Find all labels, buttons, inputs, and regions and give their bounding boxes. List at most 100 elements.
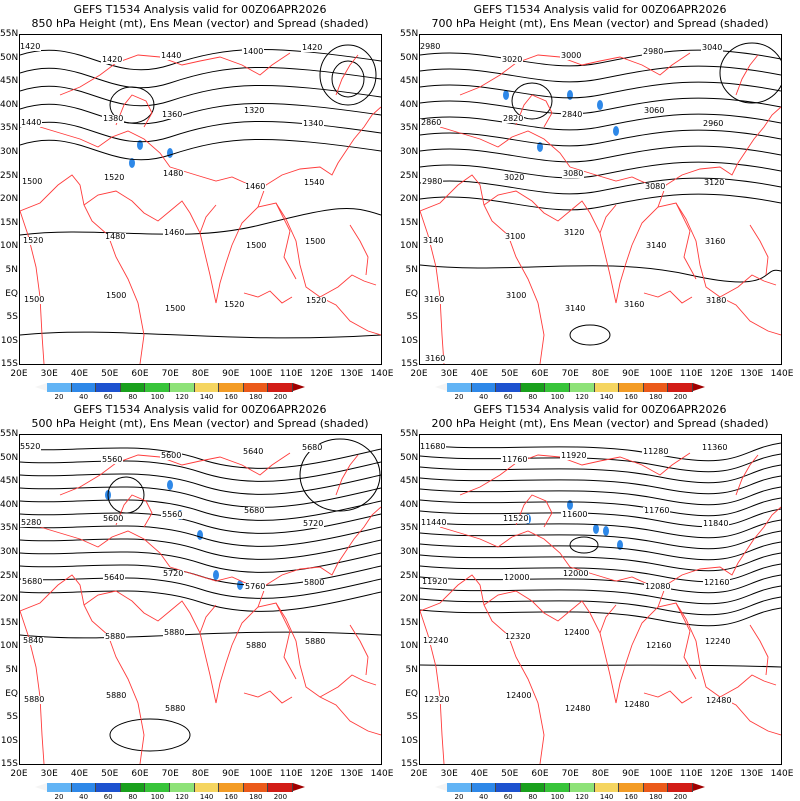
coastline — [349, 624, 369, 676]
contour-label: 2980 — [421, 177, 444, 186]
coastline — [483, 590, 633, 704]
map-area: 11680 11760 11920 11280 11360 11440 11520 11600… — [419, 434, 782, 765]
colorbar-label: 60 — [503, 793, 513, 801]
colorbar-high-arrow — [692, 783, 705, 791]
height-contour — [420, 607, 781, 627]
lat-tick-label: 15N — [400, 217, 419, 228]
colorbar-low-arrow — [435, 783, 447, 791]
colorbar-label: 140 — [199, 793, 214, 801]
contour-label: 2820 — [502, 114, 525, 123]
lon-tick-label: 110E — [679, 369, 703, 379]
height-contour — [20, 102, 381, 125]
lon-tick-label: 60E — [531, 769, 549, 779]
height-contour — [420, 530, 781, 550]
colorbar — [435, 783, 705, 792]
lat-tick-label: 55N — [400, 29, 419, 39]
lon-tick-label: 130E — [740, 769, 764, 779]
coastline — [257, 506, 381, 608]
lat-tick-label: 45N — [0, 476, 19, 487]
contour-label: 3180 — [705, 296, 728, 305]
contour-label: 3040 — [701, 43, 724, 52]
height-contour — [420, 129, 781, 147]
coastline — [420, 574, 545, 764]
contour-label: 12480 — [705, 696, 733, 705]
contour-label: 5280 — [20, 518, 43, 527]
colorbar-swatch — [545, 783, 570, 792]
colorbar-label: 140 — [599, 393, 614, 401]
lat-tick-label: 20N — [0, 194, 19, 205]
height-contour — [20, 538, 381, 560]
contour-label: 3020 — [501, 55, 524, 64]
height-contour — [420, 113, 781, 131]
coastline — [39, 526, 171, 568]
coastline — [83, 190, 233, 304]
lon-tick-label: 80E — [591, 769, 610, 779]
lon-tick-label: 120E — [710, 369, 733, 379]
panel-title: GEFS T1534 Analysis valid for 00Z06APR20… — [473, 3, 727, 16]
contour-label: 3060 — [643, 106, 666, 115]
height-contour — [420, 264, 781, 283]
lat-tick-label: 20N — [400, 594, 419, 605]
contour-label: 11360 — [701, 443, 729, 452]
lat-tick-label: 40N — [0, 99, 19, 110]
contour-label: 11920 — [421, 577, 449, 586]
height-contour — [20, 120, 381, 143]
lat-tick-label: 15N — [400, 617, 419, 628]
lon-tick-label: 30E — [440, 369, 458, 379]
lon-tick-label: 80E — [191, 769, 210, 779]
coastline — [749, 224, 769, 276]
contour-label: 1500 — [21, 177, 44, 186]
lon-tick-label: 130E — [340, 369, 364, 379]
colorbar-swatch — [520, 783, 546, 792]
contour-label: 5680 — [301, 443, 324, 452]
colorbar-label: 120 — [175, 393, 189, 401]
coastline — [319, 674, 377, 698]
colorbar-swatch — [594, 383, 620, 392]
lat-tick-label: 10S — [400, 735, 418, 746]
height-contour — [107, 476, 145, 514]
coastline — [20, 210, 45, 364]
contour-label: 1460 — [163, 228, 186, 237]
colorbar — [35, 383, 305, 392]
contour-label: 5640 — [103, 573, 126, 582]
spread-shading — [603, 526, 609, 536]
contour-label: 5880 — [164, 704, 187, 713]
coastline — [420, 610, 445, 764]
spread-shading — [167, 148, 173, 158]
colorbar-swatch — [169, 383, 195, 392]
colorbar-low-arrow — [35, 383, 47, 391]
colorbar-label: 100 — [150, 793, 165, 801]
coastline — [719, 274, 777, 298]
spread-shading — [567, 90, 573, 100]
lat-tick-label: 55N — [400, 429, 419, 439]
colorbar-swatch — [145, 783, 170, 792]
height-contour — [109, 718, 191, 752]
contour-label: 3160 — [623, 300, 646, 309]
lat-tick-label: 10N — [400, 241, 419, 252]
colorbar-swatch — [594, 783, 620, 792]
lon-tick-label: 130E — [340, 769, 364, 779]
panel-500: GEFS T1534 Analysis valid for 00Z06APR20… — [0, 400, 400, 801]
contour-label: 11760 — [643, 506, 671, 515]
map-area: 2980 3020 3000 2980 3040 2860 2820 2840 3060 2960… — [419, 34, 782, 365]
coastline — [569, 166, 651, 186]
contour-label: 12160 — [645, 641, 673, 650]
colorbar-label: 200 — [273, 793, 288, 801]
colorbar-label: 20 — [54, 793, 64, 801]
colorbar-swatch — [145, 383, 170, 392]
colorbar-label: 20 — [454, 393, 464, 401]
coastline — [719, 674, 777, 698]
lat-tick-label: 30N — [400, 147, 419, 157]
lat-tick-label: 35N — [0, 123, 19, 134]
coastline — [349, 224, 369, 276]
colorbar-swatch — [520, 383, 546, 392]
colorbar-swatch — [194, 383, 220, 392]
coastline — [420, 210, 445, 364]
panel-title: GEFS T1534 Analysis valid for 00Z06APR20… — [73, 3, 327, 16]
lon-tick-label: 120E — [710, 769, 733, 779]
contour-label: 3160 — [424, 354, 447, 363]
contour-label: 3080 — [644, 182, 667, 191]
panel-subtitle: 200 hPa Height (mt), Ens Mean (vector) a… — [431, 417, 769, 430]
coastline — [39, 126, 171, 168]
colorbar-label: 160 — [624, 793, 638, 801]
